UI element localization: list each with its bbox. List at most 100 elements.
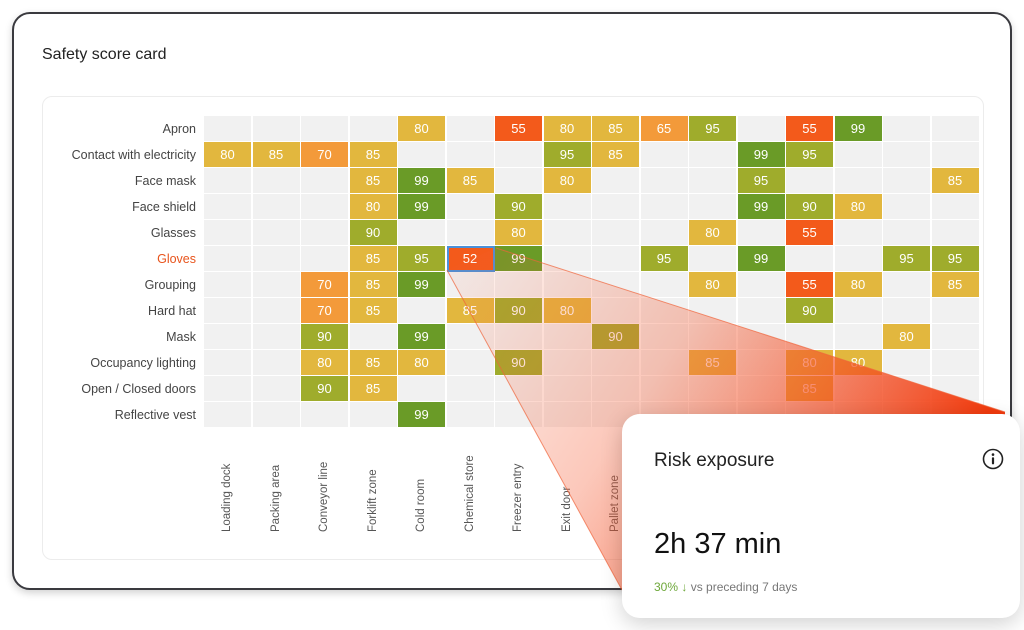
heatmap-cell-empty bbox=[446, 220, 495, 246]
heatmap-cell-empty bbox=[592, 272, 640, 298]
heatmap-cell-empty bbox=[252, 168, 301, 194]
heatmap-cell[interactable]: 80 bbox=[543, 116, 592, 142]
heatmap-cell[interactable]: 99 bbox=[737, 142, 786, 168]
heatmap-cell-selected[interactable]: 52 bbox=[446, 246, 495, 272]
heatmap-cell[interactable]: 85 bbox=[931, 168, 980, 194]
row-label: Contact with electricity bbox=[71, 148, 196, 162]
heatmap-cell-empty bbox=[495, 272, 543, 298]
column-label: Pallet zone bbox=[609, 475, 622, 532]
heatmap-cell[interactable]: 90 bbox=[495, 350, 543, 376]
heatmap-cell[interactable]: 65 bbox=[640, 116, 689, 142]
heatmap-cell[interactable]: 95 bbox=[737, 168, 786, 194]
heatmap-cell[interactable]: 90 bbox=[592, 324, 640, 350]
heatmap-cell[interactable]: 90 bbox=[301, 324, 349, 350]
heatmap-cell[interactable]: 85 bbox=[349, 168, 398, 194]
heatmap-cell[interactable]: 70 bbox=[301, 142, 349, 168]
heatmap-cell[interactable]: 80 bbox=[349, 194, 398, 220]
heatmap-cell[interactable]: 95 bbox=[543, 142, 592, 168]
heatmap-cell-empty bbox=[495, 142, 543, 168]
heatmap-cell[interactable]: 85 bbox=[592, 116, 640, 142]
heatmap-cell[interactable]: 85 bbox=[252, 142, 301, 168]
heatmap-cell-empty bbox=[543, 376, 592, 402]
heatmap-cell-empty bbox=[931, 298, 980, 324]
heatmap-cell[interactable]: 70 bbox=[301, 272, 349, 298]
heatmap-cell-empty bbox=[737, 220, 786, 246]
heatmap-cell[interactable]: 99 bbox=[398, 194, 446, 220]
heatmap-cell[interactable]: 80 bbox=[398, 350, 446, 376]
heatmap-cell[interactable]: 90 bbox=[495, 298, 543, 324]
heatmap-cell[interactable]: 99 bbox=[398, 324, 446, 350]
heatmap-cell[interactable]: 90 bbox=[495, 194, 543, 220]
heatmap-cell-empty bbox=[931, 220, 980, 246]
heatmap-cell[interactable]: 80 bbox=[689, 220, 737, 246]
row-label: Hard hat bbox=[148, 304, 196, 318]
heatmap-cell[interactable]: 80 bbox=[495, 220, 543, 246]
heatmap-cell[interactable]: 99 bbox=[398, 168, 446, 194]
heatmap-cell[interactable]: 90 bbox=[349, 220, 398, 246]
row-label: Face mask bbox=[134, 174, 196, 188]
heatmap-cell[interactable]: 80 bbox=[543, 168, 592, 194]
heatmap-cell-empty bbox=[689, 246, 737, 272]
heatmap-cell-empty bbox=[252, 116, 301, 142]
heatmap-cell[interactable]: 95 bbox=[398, 246, 446, 272]
heatmap-cell-empty bbox=[640, 376, 689, 402]
heatmap-cell-empty bbox=[834, 220, 883, 246]
heatmap-cell[interactable]: 99 bbox=[737, 246, 786, 272]
heatmap-cell[interactable]: 85 bbox=[349, 350, 398, 376]
heatmap-cell-empty bbox=[786, 324, 834, 350]
heatmap-cell[interactable]: 85 bbox=[349, 376, 398, 402]
heatmap-cell[interactable]: 80 bbox=[204, 142, 252, 168]
heatmap-cell[interactable]: 90 bbox=[786, 298, 834, 324]
heatmap-cell[interactable]: 95 bbox=[640, 246, 689, 272]
heatmap-cell-empty bbox=[398, 298, 446, 324]
heatmap-cell[interactable]: 85 bbox=[349, 142, 398, 168]
heatmap-cell[interactable]: 80 bbox=[834, 272, 883, 298]
heatmap-cell[interactable]: 85 bbox=[349, 246, 398, 272]
heatmap-cell-empty bbox=[883, 220, 931, 246]
heatmap-cell[interactable]: 95 bbox=[786, 142, 834, 168]
column-label: Packing area bbox=[269, 464, 282, 532]
heatmap-cell[interactable]: 85 bbox=[931, 272, 980, 298]
heatmap-cell[interactable]: 95 bbox=[689, 116, 737, 142]
heatmap-cell[interactable]: 90 bbox=[786, 194, 834, 220]
heatmap-cell[interactable]: 80 bbox=[786, 350, 834, 376]
heatmap-cell[interactable]: 85 bbox=[349, 298, 398, 324]
heatmap-cell[interactable]: 80 bbox=[301, 350, 349, 376]
heatmap-cell[interactable]: 80 bbox=[543, 298, 592, 324]
heatmap-cell-empty bbox=[640, 168, 689, 194]
heatmap-cell[interactable]: 95 bbox=[883, 246, 931, 272]
heatmap-cell[interactable]: 70 bbox=[301, 298, 349, 324]
heatmap-cell[interactable]: 55 bbox=[495, 116, 543, 142]
heatmap-cell[interactable]: 99 bbox=[398, 272, 446, 298]
heatmap-cell[interactable]: 80 bbox=[834, 350, 883, 376]
heatmap-cell[interactable]: 99 bbox=[737, 194, 786, 220]
heatmap-cell[interactable]: 55 bbox=[786, 116, 834, 142]
heatmap-cell[interactable]: 80 bbox=[883, 324, 931, 350]
heatmap-cell-empty bbox=[301, 220, 349, 246]
heatmap-cell-empty bbox=[689, 194, 737, 220]
heatmap-cell-empty bbox=[204, 350, 252, 376]
heatmap-cell-empty bbox=[931, 376, 980, 402]
heatmap-cell[interactable]: 85 bbox=[349, 272, 398, 298]
heatmap-cell[interactable]: 80 bbox=[834, 194, 883, 220]
heatmap-cell[interactable]: 80 bbox=[398, 116, 446, 142]
heatmap-cell-empty bbox=[592, 194, 640, 220]
heatmap-cell[interactable]: 90 bbox=[301, 376, 349, 402]
info-icon[interactable] bbox=[982, 448, 1004, 470]
heatmap-cell[interactable]: 80 bbox=[689, 272, 737, 298]
heatmap-cell[interactable]: 99 bbox=[495, 246, 543, 272]
heatmap-cell[interactable]: 95 bbox=[931, 246, 980, 272]
risk-exposure-popover: Risk exposure 2h 37 min 30% ↓ vs precedi… bbox=[622, 414, 1020, 618]
heatmap-cell[interactable]: 99 bbox=[834, 116, 883, 142]
card-title: Safety score card bbox=[42, 46, 167, 63]
heatmap-cell[interactable]: 55 bbox=[786, 220, 834, 246]
heatmap-cell[interactable]: 85 bbox=[592, 142, 640, 168]
heatmap-cell[interactable]: 85 bbox=[786, 376, 834, 402]
heatmap-cell[interactable]: 85 bbox=[689, 350, 737, 376]
heatmap-cell[interactable]: 85 bbox=[446, 168, 495, 194]
heatmap-cell[interactable]: 55 bbox=[786, 272, 834, 298]
heatmap-cell[interactable]: 99 bbox=[398, 402, 446, 428]
heatmap-cell-empty bbox=[543, 194, 592, 220]
heatmap-cell[interactable]: 85 bbox=[446, 298, 495, 324]
heatmap-cell-empty bbox=[737, 116, 786, 142]
